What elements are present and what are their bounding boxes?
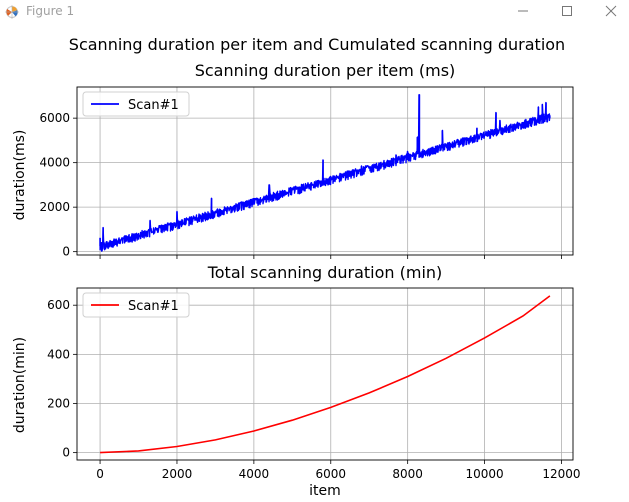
x-tick-label: 6000 xyxy=(315,467,346,481)
chart2-ylabel: duration(min) xyxy=(12,337,28,433)
y-tick-label: 4000 xyxy=(39,156,70,170)
legend: Scan#1 xyxy=(82,292,190,318)
x-tick-label: 10000 xyxy=(465,467,503,481)
minimize-button[interactable] xyxy=(501,0,545,22)
y-tick-label: 6000 xyxy=(39,111,70,125)
plot-total-scan-duration: 0 2000 4000 6000 8000 10000 12000 0 200 400 600 Sca… xyxy=(47,287,581,481)
y-tick-label: 600 xyxy=(47,298,70,312)
legend-box xyxy=(82,91,190,117)
series-line-scan1 xyxy=(100,295,551,454)
close-button[interactable] xyxy=(589,0,629,22)
legend-box xyxy=(82,292,190,318)
legend: Scan#1 xyxy=(82,91,190,117)
y-tick-label: 2000 xyxy=(39,200,70,214)
chart2-title: Total scanning duration (min) xyxy=(207,263,443,282)
close-icon xyxy=(605,5,617,17)
legend-label-scan1: Scan#1 xyxy=(128,299,179,314)
x-tick-label: 0 xyxy=(96,467,104,481)
maximize-icon xyxy=(562,6,572,16)
maximize-button[interactable] xyxy=(545,0,589,22)
chart1-ylabel: duration(ms) xyxy=(12,130,28,221)
x-tick-label: 12000 xyxy=(542,467,580,481)
chart2-xlabel: item xyxy=(309,483,341,499)
plot-scan-duration-per-item: 0 2000 4000 6000 Scan#1 xyxy=(39,86,574,259)
x-tick-label: 4000 xyxy=(239,467,270,481)
figure-suptitle: Scanning duration per item and Cumulated… xyxy=(69,35,565,54)
x-tick-label: 8000 xyxy=(392,467,423,481)
window-title: Figure 1 xyxy=(26,4,75,18)
x-tick-label: 2000 xyxy=(162,467,193,481)
y-tick-label: 400 xyxy=(47,347,70,361)
axes-frame xyxy=(76,287,574,461)
figure-canvas: Scanning duration per item and Cumulated… xyxy=(12,35,581,499)
chart1-title: Scanning duration per item (ms) xyxy=(195,61,456,80)
y-tick-label: 200 xyxy=(47,396,70,410)
window-titlebar: Figure 1 xyxy=(0,0,629,24)
series-line-scan1 xyxy=(99,94,551,252)
legend-label-scan1: Scan#1 xyxy=(128,98,179,113)
y-tick-label: 0 xyxy=(62,446,70,460)
axes-frame xyxy=(76,86,574,256)
minimize-icon xyxy=(518,10,528,12)
matplotlib-figure-icon xyxy=(5,5,19,19)
y-tick-label: 0 xyxy=(62,245,70,259)
